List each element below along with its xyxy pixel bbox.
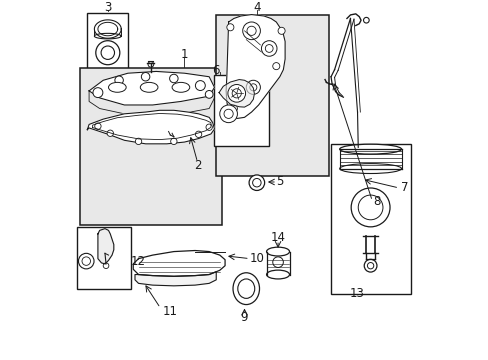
Polygon shape: [219, 80, 254, 107]
Polygon shape: [225, 14, 285, 118]
Ellipse shape: [233, 273, 259, 305]
Text: 7: 7: [401, 181, 408, 194]
Circle shape: [249, 84, 256, 91]
Circle shape: [95, 123, 101, 129]
Text: 1: 1: [181, 48, 188, 61]
Circle shape: [148, 62, 153, 67]
Circle shape: [363, 17, 368, 23]
Circle shape: [246, 80, 260, 94]
Polygon shape: [98, 229, 114, 264]
Text: 6: 6: [211, 64, 219, 77]
Ellipse shape: [237, 279, 254, 298]
Circle shape: [107, 130, 113, 136]
Polygon shape: [135, 272, 216, 286]
Text: 4: 4: [253, 1, 260, 14]
Circle shape: [79, 253, 94, 269]
Ellipse shape: [266, 270, 289, 279]
Text: 9: 9: [240, 311, 248, 324]
Ellipse shape: [140, 82, 158, 92]
Ellipse shape: [172, 82, 189, 92]
Circle shape: [265, 45, 273, 52]
Circle shape: [350, 188, 389, 227]
Ellipse shape: [266, 247, 289, 256]
Circle shape: [252, 179, 261, 187]
Circle shape: [261, 41, 276, 56]
Bar: [80, 68, 221, 225]
Circle shape: [169, 74, 178, 83]
Polygon shape: [89, 71, 214, 105]
Circle shape: [226, 24, 233, 31]
Ellipse shape: [339, 144, 401, 154]
Bar: [216, 15, 328, 176]
Circle shape: [358, 195, 382, 220]
Circle shape: [205, 90, 213, 98]
Circle shape: [230, 105, 237, 112]
Text: 13: 13: [349, 287, 364, 301]
Circle shape: [227, 85, 245, 102]
Circle shape: [170, 138, 177, 145]
Text: 10: 10: [249, 252, 264, 265]
Circle shape: [242, 22, 260, 40]
Circle shape: [93, 88, 102, 98]
Circle shape: [195, 81, 205, 90]
Circle shape: [232, 89, 241, 98]
Bar: [87, 13, 128, 70]
Text: 14: 14: [270, 231, 285, 244]
Circle shape: [272, 257, 283, 267]
Text: 12: 12: [131, 255, 146, 267]
Ellipse shape: [339, 164, 401, 174]
Polygon shape: [133, 251, 224, 276]
Bar: [77, 227, 131, 289]
Circle shape: [364, 259, 376, 272]
Text: 2: 2: [193, 159, 201, 172]
Circle shape: [141, 72, 149, 81]
Circle shape: [195, 131, 202, 138]
Circle shape: [103, 263, 109, 269]
Circle shape: [224, 109, 233, 118]
Circle shape: [248, 175, 264, 190]
Circle shape: [219, 105, 237, 123]
Text: 5: 5: [276, 175, 283, 189]
Circle shape: [82, 257, 90, 265]
Bar: [330, 144, 409, 294]
Circle shape: [278, 27, 285, 34]
Text: 11: 11: [163, 305, 178, 318]
Circle shape: [135, 138, 142, 145]
Text: 3: 3: [104, 1, 111, 14]
Bar: [214, 75, 269, 145]
Ellipse shape: [108, 82, 126, 92]
Text: 8: 8: [372, 194, 380, 208]
Circle shape: [366, 262, 373, 269]
Circle shape: [115, 76, 123, 85]
Circle shape: [205, 124, 212, 130]
Circle shape: [246, 26, 256, 35]
Polygon shape: [87, 110, 214, 144]
Circle shape: [272, 63, 279, 70]
